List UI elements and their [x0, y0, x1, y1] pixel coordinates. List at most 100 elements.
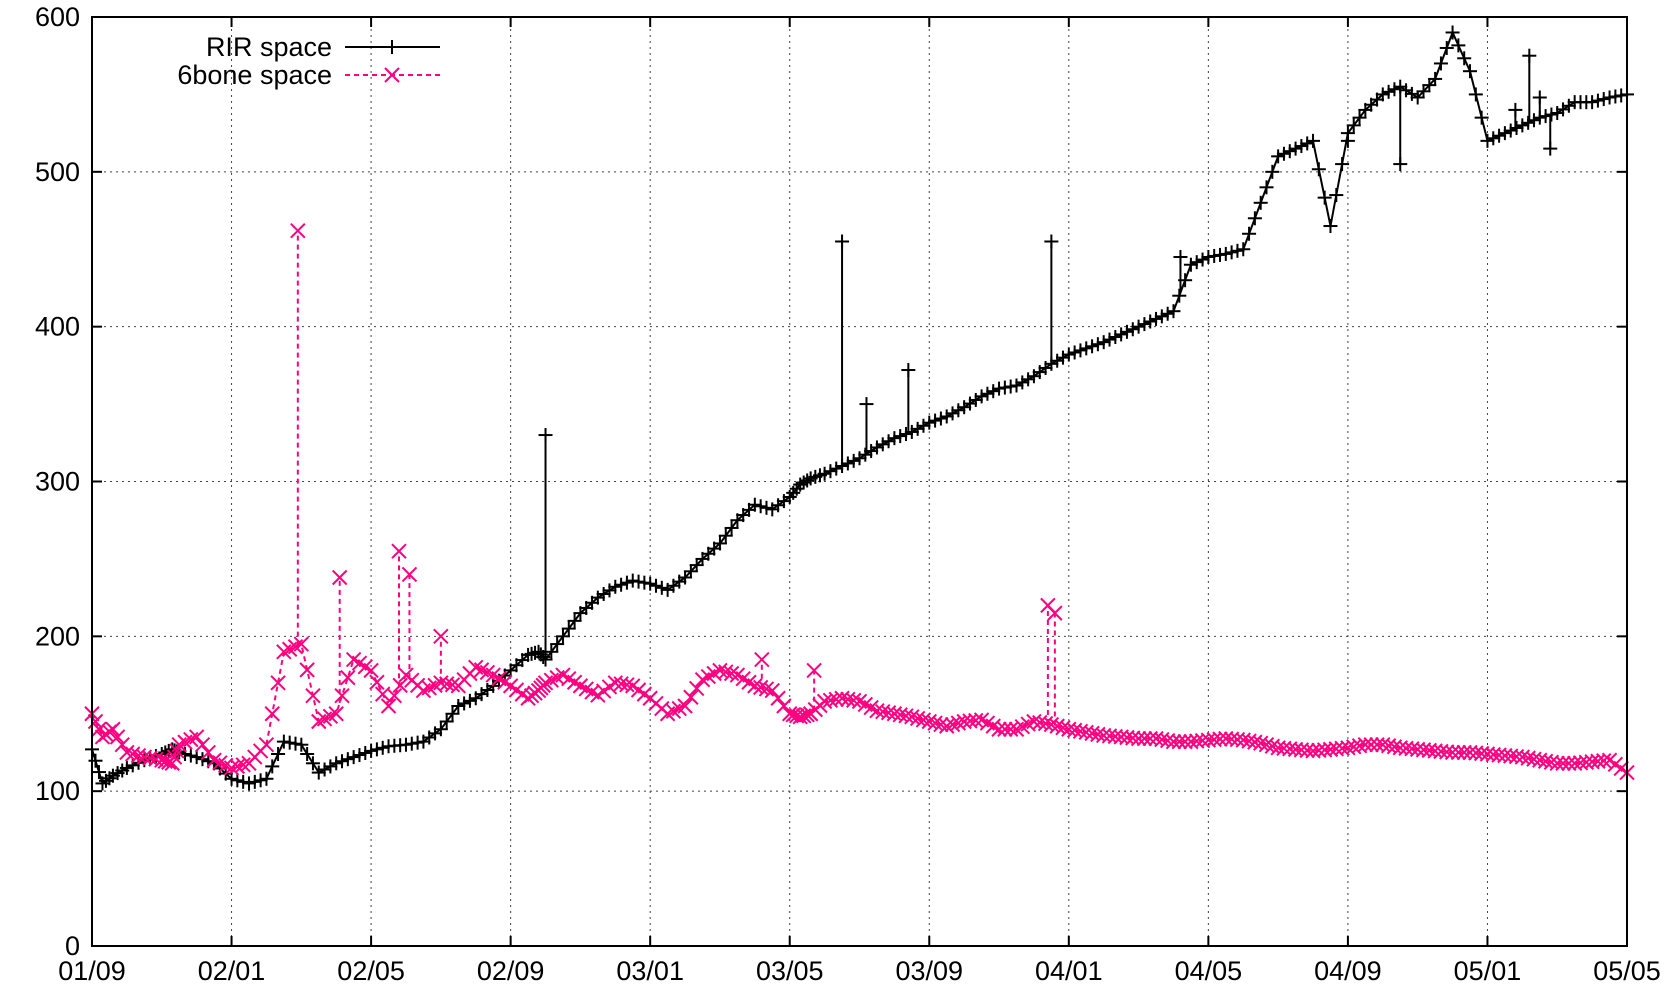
- plot-frame: [91, 16, 1628, 947]
- data-point: [968, 712, 984, 729]
- data-point: [294, 737, 309, 752]
- data-point: [288, 736, 303, 751]
- data-point: [1079, 341, 1094, 356]
- data-point: [1067, 345, 1082, 360]
- x-tick-label: 02/01: [198, 956, 266, 986]
- legend-label: 6bone space: [177, 60, 332, 90]
- data-point: [369, 742, 384, 757]
- x-tick-label: 01/09: [58, 956, 126, 986]
- data-point: [1544, 107, 1559, 122]
- y-tick-label: 0: [65, 931, 80, 961]
- data-point: [401, 566, 418, 583]
- data-point: [835, 459, 850, 474]
- data-point: [328, 706, 344, 722]
- data-point: [758, 681, 775, 697]
- data-point: [643, 576, 658, 591]
- data-point: [1608, 89, 1623, 104]
- data-point: [1236, 242, 1251, 257]
- data-point: [1323, 219, 1338, 234]
- data-point: [363, 662, 379, 679]
- data-point: [846, 453, 861, 468]
- data-point: [1585, 95, 1600, 110]
- data-point: [939, 718, 955, 734]
- data-point: [1590, 93, 1605, 108]
- data-point: [375, 740, 390, 755]
- y-tick-label: 100: [35, 776, 80, 806]
- data-point: [1258, 737, 1275, 753]
- data-point: [87, 713, 104, 730]
- data-point: [1108, 329, 1123, 344]
- data-point: [625, 573, 640, 588]
- data-point: [241, 776, 256, 791]
- data-point: [544, 644, 559, 659]
- data-point: [1090, 337, 1105, 352]
- data-point: [723, 665, 740, 682]
- data-point: [752, 679, 769, 696]
- data-point: [688, 680, 705, 697]
- data-point: [109, 729, 126, 745]
- data-point: [1143, 314, 1158, 329]
- data-point: [1271, 149, 1286, 164]
- x-tick-label: 05/05: [1593, 956, 1661, 986]
- data-point: [1596, 92, 1611, 107]
- data-point: [410, 735, 425, 750]
- series-line: [91, 29, 1628, 786]
- data-point: [648, 578, 663, 593]
- data-point: [712, 536, 727, 551]
- data-point: [806, 662, 822, 679]
- data-point: [909, 710, 926, 727]
- data-point: [224, 771, 239, 786]
- data-point: [899, 427, 914, 442]
- x-tick-label: 04/09: [1314, 956, 1382, 986]
- data-point: [933, 716, 949, 733]
- data-point: [189, 750, 204, 765]
- x-tick-label: 04/05: [1175, 956, 1243, 986]
- data-point: [881, 434, 896, 449]
- data-point: [1550, 105, 1565, 120]
- data-point: [148, 751, 164, 767]
- data-point: [1299, 742, 1315, 759]
- data-point: [1451, 38, 1466, 53]
- data-point: [1393, 157, 1408, 172]
- data-point: [1037, 715, 1054, 732]
- data-point: [1049, 718, 1065, 734]
- data-point: [754, 651, 770, 668]
- data-point: [1212, 247, 1227, 262]
- data-point: [445, 706, 460, 721]
- data-point: [991, 721, 1007, 737]
- y-tick-label: 500: [35, 157, 80, 187]
- data-point: [858, 447, 873, 462]
- data-point: [1503, 123, 1518, 138]
- data-point: [317, 762, 332, 777]
- axes: 0 100 200 300 400 500 600 01/09 02/01 02/05 02/09 0…: [35, 2, 1661, 986]
- data-point: [1044, 356, 1059, 371]
- data-point: [340, 752, 355, 767]
- data-point: [1265, 164, 1280, 179]
- data-point: [864, 444, 879, 459]
- data-point: [1468, 87, 1483, 102]
- data-point: [829, 461, 844, 476]
- data-point: [968, 392, 983, 407]
- x-tick-label: 05/01: [1454, 956, 1522, 986]
- data-point: [1173, 249, 1188, 264]
- data-point: [1102, 332, 1117, 347]
- data-point: [433, 722, 448, 737]
- data-point: [1085, 339, 1100, 354]
- data-point: [1410, 90, 1425, 105]
- data-point: [329, 756, 344, 771]
- data-point: [270, 675, 286, 691]
- data-point: [1602, 90, 1617, 105]
- data-point: [119, 760, 134, 775]
- data-point: [1393, 79, 1408, 94]
- data-point: [536, 649, 551, 664]
- data-point: [1416, 84, 1431, 99]
- data-point: [1252, 735, 1269, 751]
- data-point: [352, 748, 367, 763]
- data-point: [1172, 288, 1187, 303]
- data-point: [124, 746, 141, 762]
- data-point: [945, 406, 960, 421]
- data-point: [1131, 319, 1146, 334]
- data-point: [718, 664, 734, 680]
- grid-lines: [92, 17, 1627, 946]
- data-point: [1428, 71, 1443, 86]
